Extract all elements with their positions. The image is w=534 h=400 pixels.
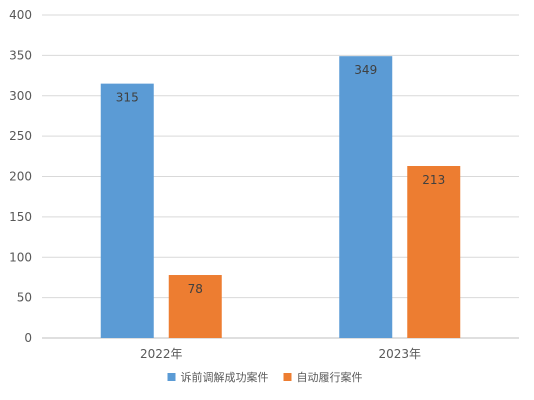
- data-label: 78: [188, 282, 203, 296]
- x-category-label: 2023年: [378, 347, 421, 361]
- data-labels: 315 78 349 213: [116, 63, 445, 296]
- legend-label: 自动履行案件: [297, 370, 363, 384]
- y-tick-label: 150: [9, 210, 32, 224]
- data-label: 315: [116, 91, 139, 105]
- y-tick-label: 100: [9, 250, 32, 264]
- x-category-label: 2022年: [140, 347, 183, 361]
- bar: [339, 56, 393, 339]
- legend-swatch: [167, 373, 176, 381]
- data-label: 349: [354, 63, 377, 77]
- y-tick-label: 300: [9, 89, 32, 103]
- bar: [168, 275, 222, 338]
- bar: [100, 83, 154, 338]
- data-label: 213: [422, 173, 445, 187]
- bar: [407, 166, 461, 338]
- x-axis-category-labels: 2022年 2023年: [140, 347, 421, 361]
- bars: [100, 56, 461, 339]
- y-tick-label: 350: [9, 48, 32, 62]
- y-tick-label: 400: [9, 8, 32, 22]
- y-tick-label: 250: [9, 129, 32, 143]
- legend-label: 诉前调解成功案件: [181, 370, 269, 384]
- legend: 诉前调解成功案件 自动履行案件: [167, 370, 363, 384]
- legend-swatch: [283, 373, 292, 381]
- y-axis-tick-labels: 0 50 100 150 200 250 300 350 400: [9, 8, 32, 345]
- y-tick-label: 0: [24, 331, 32, 345]
- y-tick-label: 200: [9, 170, 32, 184]
- y-tick-label: 50: [17, 291, 32, 305]
